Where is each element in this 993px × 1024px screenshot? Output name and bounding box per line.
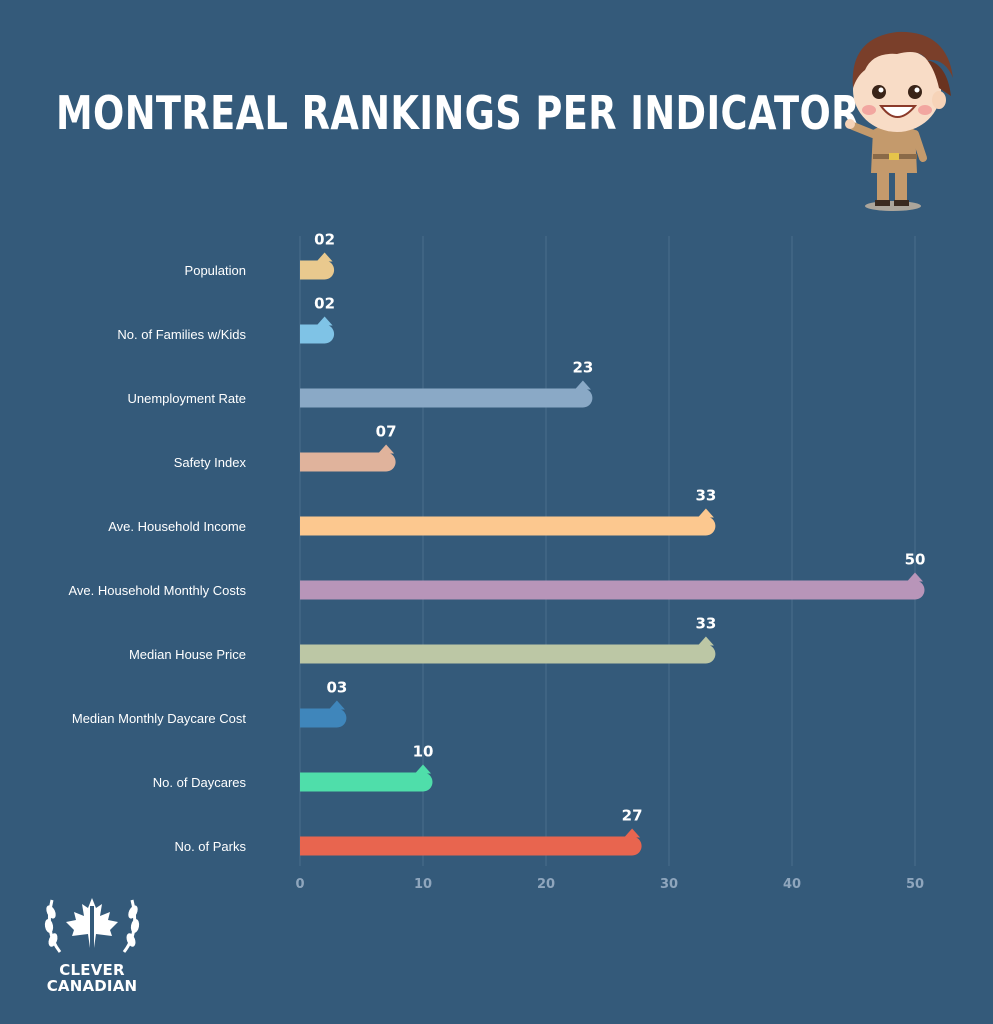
- x-tick-label: 30: [660, 877, 678, 892]
- x-tick-label: 0: [295, 877, 304, 892]
- grid-lines: [299, 236, 916, 866]
- data-label: 27: [622, 807, 643, 825]
- bar: [300, 836, 642, 856]
- category-label: No. of Families w/Kids: [117, 327, 246, 342]
- bar: [300, 516, 716, 536]
- category-label: Population: [185, 263, 246, 278]
- brand-logo: CLEVER CANADIAN: [40, 892, 144, 994]
- data-label: 03: [326, 679, 347, 697]
- maple-leaf-icon: [44, 898, 140, 953]
- x-tick-label: 20: [537, 877, 555, 892]
- bar: [300, 388, 593, 408]
- bar-pointer: [328, 700, 345, 710]
- brand-line-1: CLEVER: [59, 961, 125, 979]
- bar: [300, 644, 716, 664]
- bars: [300, 252, 925, 856]
- category-label: Ave. Household Income: [108, 519, 246, 534]
- value-labels: 02 02 23 07 33 50 33 03 10 27: [314, 231, 925, 825]
- mascot-illustration: [845, 31, 953, 211]
- x-tick-label: 50: [906, 877, 924, 892]
- bar-pointer: [316, 316, 333, 326]
- bar: [300, 324, 335, 344]
- bar-pointer: [316, 252, 333, 262]
- data-label: 33: [695, 487, 716, 505]
- bar: [300, 708, 347, 728]
- x-tick-label: 40: [783, 877, 801, 892]
- data-label: 10: [413, 743, 434, 761]
- data-label: 50: [905, 551, 926, 569]
- bar-pointer: [378, 444, 395, 454]
- category-label: Median Monthly Daycare Cost: [72, 711, 247, 726]
- bar-pointer: [574, 380, 591, 390]
- bar-chart: Population No. of Families w/Kids Unemploy…: [68, 231, 925, 893]
- category-label: Median House Price: [129, 647, 246, 662]
- bar-pointer: [415, 764, 431, 774]
- data-label: 33: [695, 615, 716, 633]
- brand-line-2: CANADIAN: [46, 977, 138, 995]
- category-label: Unemployment Rate: [128, 391, 247, 406]
- data-label: 02: [314, 295, 335, 313]
- category-label: Safety Index: [174, 455, 247, 470]
- bar-pointer: [907, 572, 923, 582]
- data-label: 07: [376, 423, 397, 441]
- bar-pointer: [697, 508, 714, 518]
- bar: [300, 452, 396, 472]
- page-title: MONTREAL RANKINGS PER INDICATOR: [56, 86, 860, 140]
- bar-pointer: [624, 828, 641, 838]
- x-tick-label: 10: [414, 877, 432, 892]
- data-label: 23: [572, 359, 593, 377]
- bar: [300, 580, 925, 600]
- category-label: Ave. Household Monthly Costs: [68, 583, 246, 598]
- data-label: 02: [314, 231, 335, 249]
- bar: [300, 260, 335, 280]
- bar-pointer: [697, 636, 714, 646]
- x-axis-ticks: 0 10 20 30 40 50: [295, 877, 924, 892]
- bar: [300, 772, 433, 792]
- category-label: No. of Parks: [174, 839, 246, 854]
- category-label: No. of Daycares: [153, 775, 247, 790]
- category-labels: Population No. of Families w/Kids Unemploy…: [68, 263, 246, 854]
